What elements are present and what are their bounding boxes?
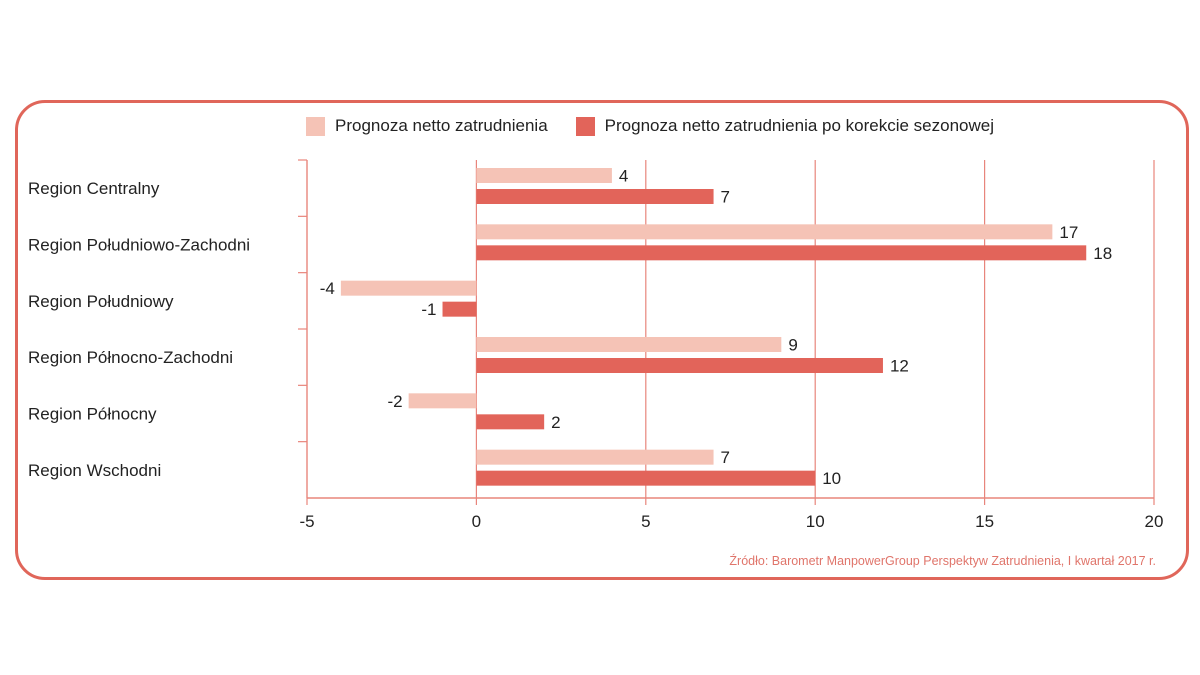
x-tick-label: 20	[1145, 512, 1164, 531]
data-label: 2	[551, 413, 560, 432]
legend-label-dark: Prognoza netto zatrudnienia po korekcie …	[604, 116, 995, 135]
legend-item-light: Prognoza netto zatrudnienia	[306, 116, 548, 136]
chart-frame	[15, 100, 1189, 580]
x-tick-label: 10	[806, 512, 825, 531]
category-label: Region Południowo-Zachodni	[28, 236, 250, 255]
x-tick-label: 0	[472, 512, 481, 531]
legend-swatch-light	[306, 116, 325, 136]
data-label: 17	[1059, 223, 1078, 242]
bar-light	[476, 168, 612, 183]
bar-light	[476, 449, 714, 465]
bar-dark	[476, 470, 816, 486]
category-label: Region Południowy	[28, 292, 174, 311]
source-note: Źródło: Barometr ManpowerGroup Perspekty…	[729, 554, 1156, 568]
legend-swatch-dark	[575, 116, 595, 136]
category-label: Region Centralny	[28, 179, 160, 198]
data-label: 4	[619, 167, 628, 186]
bar-dark	[476, 414, 545, 430]
data-label: 7	[721, 448, 730, 467]
legend-label-light: Prognoza netto zatrudnienia	[335, 116, 548, 135]
bar-light	[340, 280, 477, 296]
bar-light	[476, 224, 1053, 240]
bar-dark	[442, 301, 477, 317]
x-tick-label: -5	[299, 512, 314, 531]
data-label: 9	[788, 336, 797, 355]
bar-light	[408, 393, 477, 409]
category-label: Region Północno-Zachodni	[28, 348, 233, 367]
data-label: -1	[421, 300, 436, 319]
x-tick-label: 5	[641, 512, 650, 531]
category-label: Region Północny	[28, 405, 157, 424]
bar-dark	[476, 245, 1087, 261]
data-label: 18	[1093, 244, 1112, 263]
category-label: Region Wschodni	[28, 461, 161, 480]
bar-dark	[476, 189, 714, 204]
bar-light	[476, 337, 782, 352]
legend: Prognoza netto zatrudnienia Prognoza net…	[306, 116, 1022, 136]
bar-dark	[476, 358, 883, 373]
data-label: 10	[822, 469, 841, 488]
data-label: 7	[721, 188, 730, 207]
legend-item-dark: Prognoza netto zatrudnienia po korekcie …	[575, 116, 995, 136]
x-tick-label: 15	[975, 512, 994, 531]
data-label: -4	[320, 279, 335, 298]
data-label: 12	[890, 357, 909, 376]
data-label: -2	[388, 392, 403, 411]
